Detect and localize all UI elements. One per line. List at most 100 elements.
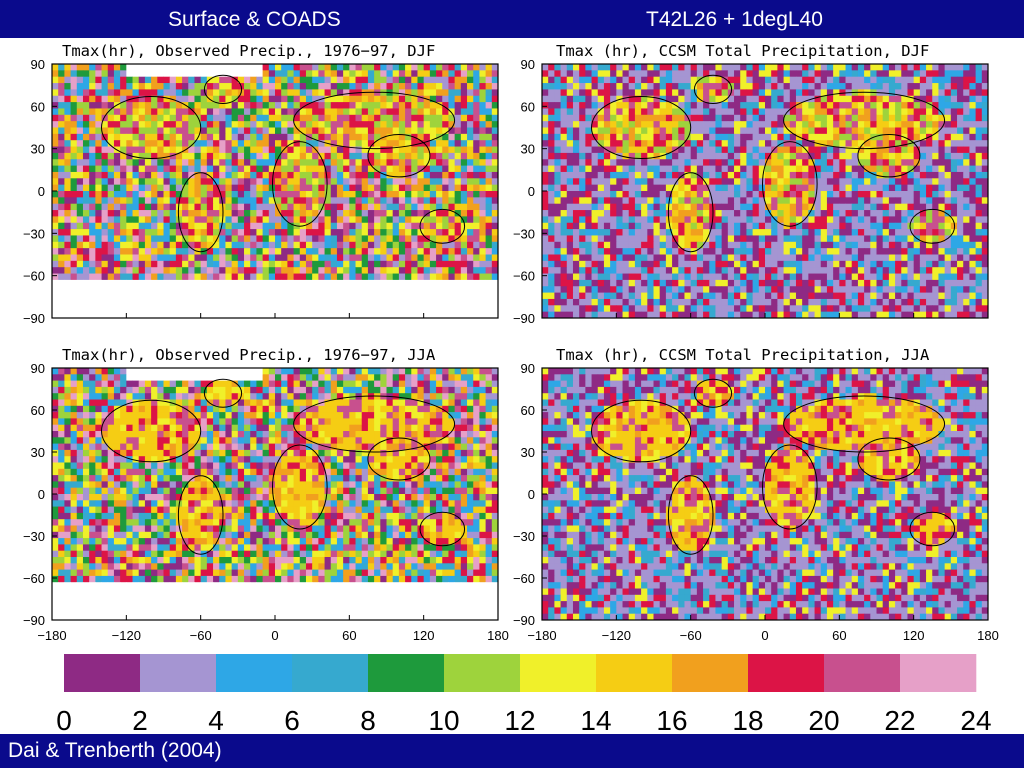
heatmap-cell <box>392 95 400 103</box>
heatmap-cell <box>851 171 859 179</box>
heatmap-cell <box>194 229 202 236</box>
heatmap-cell <box>802 140 809 147</box>
heatmap-cell <box>579 216 586 224</box>
heatmap-cell <box>244 279 251 287</box>
heatmap-cell <box>473 279 480 287</box>
heatmap-cell <box>765 121 772 128</box>
heatmap-cell <box>485 273 493 281</box>
heatmap-cell <box>194 146 202 154</box>
heatmap-cell <box>560 210 568 217</box>
heatmap-cell <box>752 64 760 71</box>
heatmap-cell <box>293 229 301 236</box>
heatmap-cell <box>746 159 754 166</box>
heatmap-cell <box>758 229 766 236</box>
heatmap-cell <box>690 216 698 224</box>
heatmap-cell <box>318 152 325 160</box>
heatmap-cell <box>219 298 226 306</box>
heatmap-cell <box>188 83 195 90</box>
heatmap-cell <box>963 210 970 217</box>
heatmap-cell <box>336 102 344 109</box>
heatmap-cell <box>678 108 685 116</box>
heatmap-cell <box>560 140 568 147</box>
heatmap-cell <box>913 127 921 135</box>
heatmap-cell <box>398 70 406 78</box>
heatmap-cell <box>975 83 983 90</box>
heatmap-cell <box>380 311 387 319</box>
heatmap-cell <box>169 171 177 179</box>
heatmap-cell <box>746 76 754 84</box>
heatmap-cell <box>907 184 915 192</box>
heatmap-cell <box>113 235 121 243</box>
heatmap-cell <box>405 254 412 262</box>
heatmap-cell <box>429 64 437 71</box>
heatmap-cell <box>851 165 859 173</box>
heatmap-cell <box>591 171 599 179</box>
heatmap-cell <box>237 64 245 71</box>
heatmap-cell <box>299 70 307 78</box>
heatmap-cell <box>318 146 325 154</box>
heatmap-cell <box>411 146 418 154</box>
heatmap-cell <box>256 133 264 141</box>
heatmap-cell <box>392 267 400 274</box>
heatmap-cell <box>969 171 977 179</box>
heatmap-cell <box>585 191 592 198</box>
heatmap-cell <box>901 229 908 236</box>
heatmap-cell <box>237 102 245 109</box>
heatmap-cell <box>802 114 809 122</box>
heatmap-cell <box>237 292 245 300</box>
heatmap-cell <box>417 152 425 160</box>
heatmap-cell <box>485 267 493 274</box>
heatmap-cell <box>777 114 784 122</box>
heatmap-cell <box>144 70 152 78</box>
heatmap-cell <box>200 197 208 205</box>
heatmap-cell <box>473 254 480 262</box>
heatmap-cell <box>423 279 431 287</box>
heatmap-cell <box>665 89 673 97</box>
heatmap-cell <box>833 241 840 249</box>
heatmap-cell <box>808 203 815 211</box>
heatmap-cell <box>442 235 449 243</box>
heatmap-cell <box>572 152 580 160</box>
heatmap-cell <box>808 83 815 90</box>
heatmap-cell <box>963 216 970 224</box>
heatmap-cell <box>200 70 208 78</box>
heatmap-cell <box>287 267 294 274</box>
heatmap-cell <box>938 140 946 147</box>
heatmap-cell <box>126 203 133 211</box>
heatmap-cell <box>70 279 78 287</box>
heatmap-cell <box>672 83 679 90</box>
heatmap-cell <box>417 133 425 141</box>
heatmap-cell <box>473 248 480 255</box>
heatmap-cell <box>795 95 803 103</box>
heatmap-cell <box>275 298 282 306</box>
heatmap-cell <box>665 171 673 179</box>
heatmap-cell <box>963 140 970 147</box>
heatmap-cell <box>299 165 307 173</box>
heatmap-cell <box>244 286 251 293</box>
heatmap-cell <box>312 121 319 128</box>
heatmap-cell <box>429 235 437 243</box>
heatmap-cell <box>665 140 673 147</box>
heatmap-cell <box>398 241 406 249</box>
heatmap-cell <box>944 152 952 160</box>
heatmap-cell <box>479 248 487 255</box>
heatmap-cell <box>950 64 958 71</box>
heatmap-cell <box>808 178 815 186</box>
heatmap-cell <box>367 305 375 313</box>
heatmap-cell <box>175 248 183 255</box>
heatmap-cell <box>857 70 865 78</box>
heatmap-cell <box>64 184 71 192</box>
heatmap-cell <box>256 222 264 230</box>
heatmap-cell <box>89 159 96 166</box>
heatmap-cell <box>157 89 164 97</box>
heatmap-cell <box>789 70 797 78</box>
heatmap-cell <box>107 203 115 211</box>
heatmap-cell <box>485 222 493 230</box>
heatmap-cell <box>932 159 939 166</box>
heatmap-cell <box>169 83 177 90</box>
heatmap-cell <box>882 133 890 141</box>
heatmap-cell <box>95 191 102 198</box>
heatmap-cell <box>392 203 400 211</box>
heatmap-cell <box>157 260 164 268</box>
heatmap-cell <box>52 286 59 293</box>
